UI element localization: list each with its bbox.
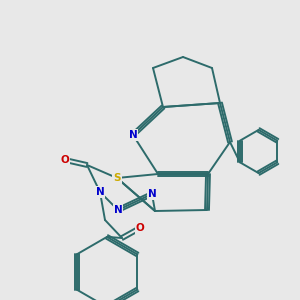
Text: O: O <box>136 223 144 233</box>
Text: S: S <box>113 173 121 183</box>
Text: N: N <box>129 130 137 140</box>
Text: N: N <box>114 205 122 215</box>
Text: O: O <box>61 155 69 165</box>
Text: N: N <box>96 187 104 197</box>
Text: N: N <box>148 189 156 199</box>
